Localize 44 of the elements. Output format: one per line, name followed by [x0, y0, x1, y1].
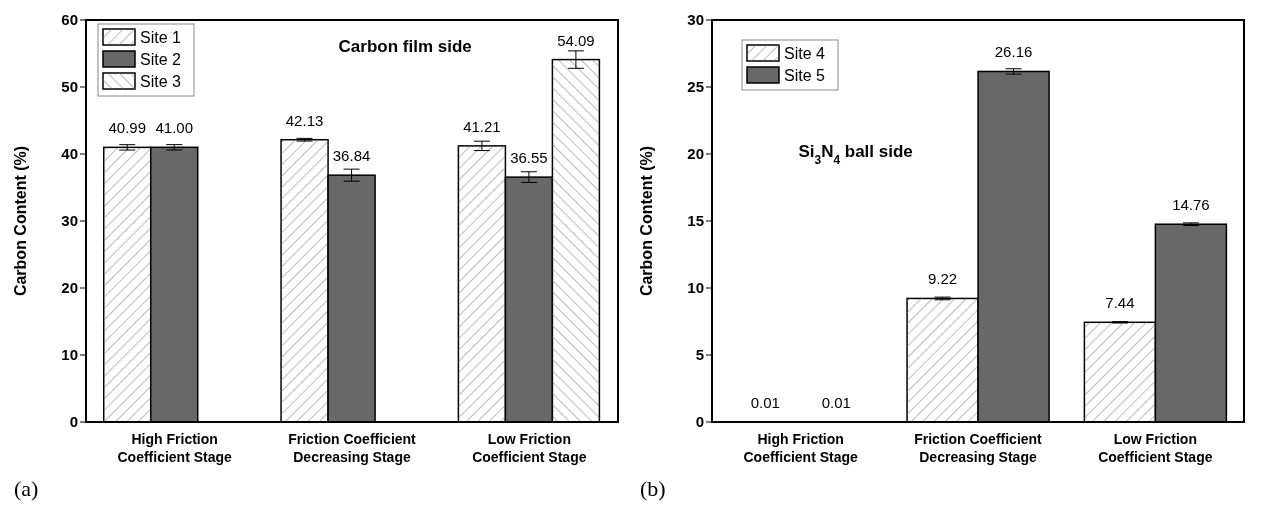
data-label: 54.09: [557, 31, 595, 49]
y-tick-label: 50: [61, 78, 78, 96]
legend-label: Site 5: [784, 67, 826, 84]
y-axis-title: Carbon Content (%): [11, 145, 29, 297]
x-tick-label: High Friction Coefficient Stage: [117, 431, 233, 465]
data-label: 41.00: [155, 119, 194, 137]
x-tick-label: Friction Coefficient Decreasing Stage: [288, 431, 417, 465]
y-tick-label: 25: [687, 78, 704, 96]
data-label: 9.22: [927, 270, 958, 288]
y-tick-label: 5: [695, 346, 704, 364]
y-tick-label: 60: [61, 11, 78, 29]
y-tick-label: 0: [695, 413, 704, 431]
text: (b): [640, 476, 666, 502]
y-tick-label: 20: [687, 145, 704, 163]
data-label: 0.01: [750, 393, 780, 411]
data-label: 14.76: [1172, 196, 1210, 214]
y-tick-label: 15: [687, 212, 704, 230]
x-tick-label: Friction Coefficient Decreasing Stage: [914, 431, 1043, 465]
text: (a): [14, 476, 39, 502]
y-tick-label: 20: [61, 279, 78, 297]
text: Si$_{3}$N$_{4}$ ball side: [798, 141, 913, 167]
legend-label: Site 1: [140, 29, 182, 46]
y-tick-label: 10: [687, 279, 704, 297]
data-label: 36.84: [332, 147, 371, 165]
x-tick-label: High Friction Coefficient Stage: [743, 431, 859, 465]
legend-label: Site 4: [784, 45, 826, 62]
y-tick-label: 30: [687, 11, 704, 29]
data-label: 40.99: [108, 119, 147, 137]
data-label: 41.21: [463, 117, 501, 135]
data-label: 26.16: [994, 43, 1033, 61]
x-tick-label: Low Friction Coefficient Stage: [1098, 431, 1213, 465]
legend-label: Site 3: [140, 73, 182, 90]
data-label: 7.44: [1105, 294, 1135, 312]
x-tick-label: Low Friction Coefficient Stage: [472, 431, 587, 465]
y-tick-label: 30: [61, 212, 78, 230]
data-label: 36.55: [510, 149, 548, 167]
y-tick-label: 40: [61, 145, 78, 163]
y-tick-label: 0: [69, 413, 78, 431]
y-axis-title: Carbon Content (%): [637, 145, 655, 297]
y-tick-label: 10: [61, 346, 78, 364]
text: Carbon film side: [338, 37, 472, 57]
data-label: 42.13: [285, 111, 324, 129]
legend-label: Site 2: [140, 51, 182, 68]
data-label: 0.01: [821, 393, 851, 411]
